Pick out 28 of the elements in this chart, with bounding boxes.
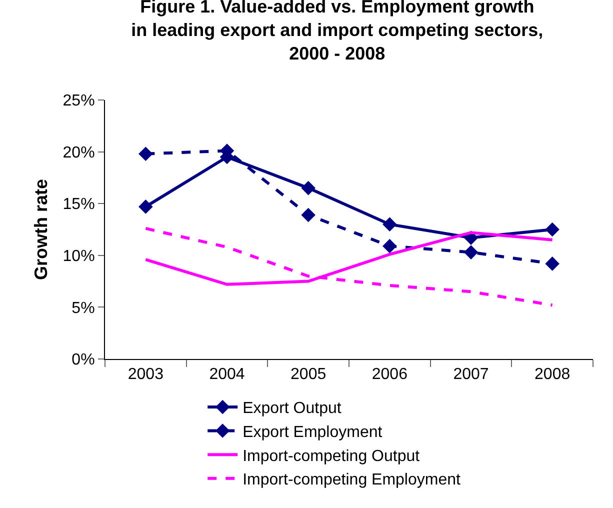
y-tick-label: 10%	[62, 248, 95, 265]
y-tick-label: 15%	[62, 196, 95, 214]
point	[464, 245, 478, 260]
y-axis-title: Growth rate	[30, 178, 51, 280]
legend-label: Export Employment	[242, 424, 383, 442]
y-tick-label: 25%	[62, 92, 95, 110]
x-tick-label: 2003	[128, 366, 164, 384]
x-tick-label: 2007	[453, 366, 489, 384]
point	[382, 217, 397, 232]
point	[138, 200, 153, 214]
chart-title: Figure 1. Value-added vs. Employment growth in leading export and import competing sectors, 2000 - 2008	[131, 0, 544, 64]
line-series	[144, 226, 554, 307]
legend-label: Import-competing Employment	[242, 472, 462, 489]
x-tick-label: 2004	[209, 366, 245, 384]
point	[545, 222, 560, 237]
x-tick-label: 2008	[534, 366, 570, 384]
x-tick-label: 2005	[290, 366, 326, 384]
point	[545, 256, 560, 271]
y-tick-label: 20%	[62, 144, 95, 162]
point	[301, 180, 316, 196]
point	[301, 208, 316, 222]
x-tick-label: 2006	[372, 366, 408, 384]
legend-label: Export Output	[242, 400, 342, 418]
y-tick-label: 0%	[72, 352, 95, 369]
y-tick-label: 5%	[72, 300, 95, 317]
legend-label: Import-competing Output	[242, 448, 420, 465]
point	[382, 238, 397, 254]
point	[138, 146, 153, 162]
